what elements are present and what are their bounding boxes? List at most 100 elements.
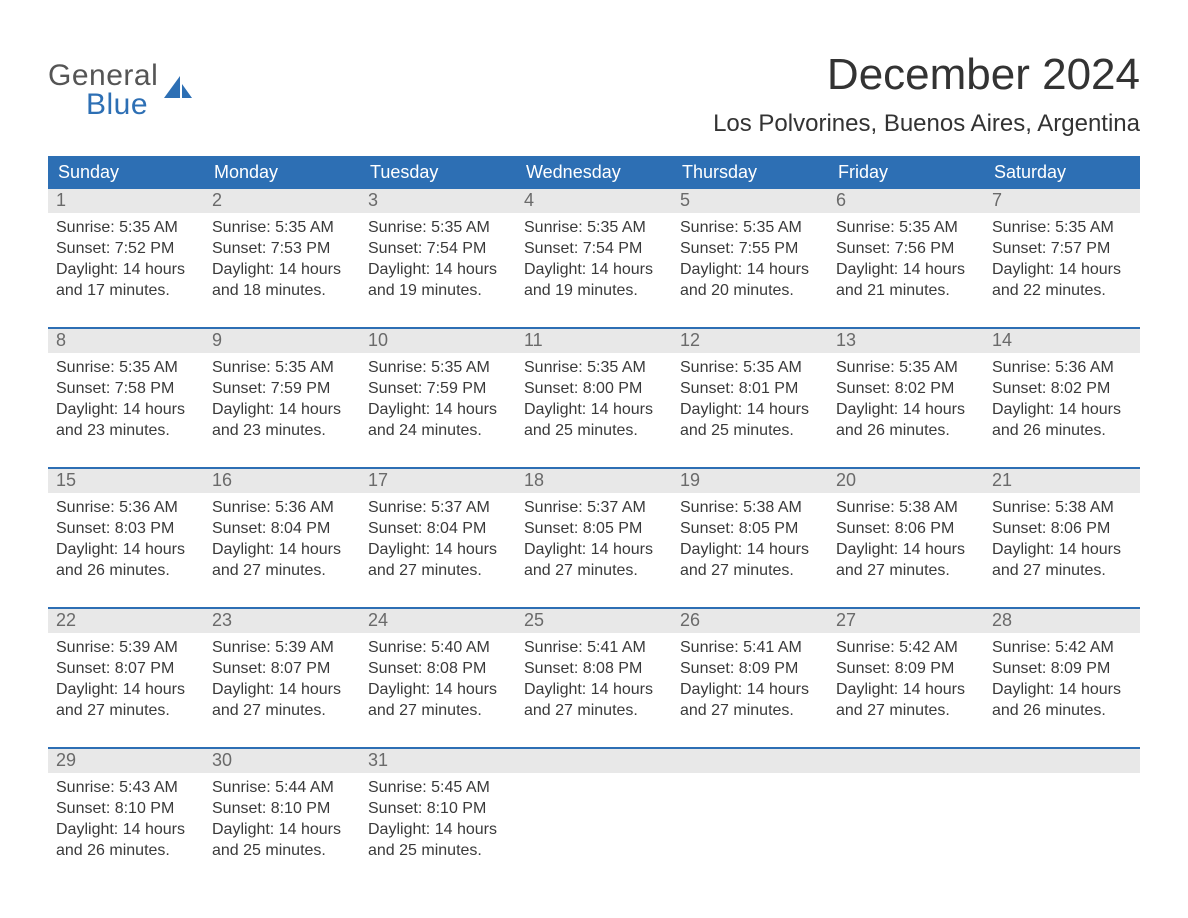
sunset-text: Sunset: 7:55 PM [680, 238, 820, 259]
day-details: Sunrise: 5:37 AMSunset: 8:04 PMDaylight:… [360, 493, 516, 585]
sunset-text: Sunset: 8:08 PM [524, 658, 664, 679]
logo-bottom-text: Blue [48, 91, 158, 120]
calendar-week: 8Sunrise: 5:35 AMSunset: 7:58 PMDaylight… [48, 327, 1140, 449]
day-number: 15 [48, 469, 204, 493]
daylight-text-1: Daylight: 14 hours [524, 259, 664, 280]
calendar-day: 7Sunrise: 5:35 AMSunset: 7:57 PMDaylight… [984, 189, 1140, 309]
sunrise-text: Sunrise: 5:35 AM [680, 217, 820, 238]
calendar-day: 23Sunrise: 5:39 AMSunset: 8:07 PMDayligh… [204, 609, 360, 729]
calendar-day [828, 749, 984, 869]
day-details: Sunrise: 5:35 AMSunset: 7:53 PMDaylight:… [204, 213, 360, 305]
day-details: Sunrise: 5:38 AMSunset: 8:06 PMDaylight:… [828, 493, 984, 585]
day-details: Sunrise: 5:36 AMSunset: 8:04 PMDaylight:… [204, 493, 360, 585]
weekday-header: Saturday [984, 156, 1140, 189]
day-details: Sunrise: 5:35 AMSunset: 7:58 PMDaylight:… [48, 353, 204, 445]
day-details: Sunrise: 5:42 AMSunset: 8:09 PMDaylight:… [984, 633, 1140, 725]
sunset-text: Sunset: 8:04 PM [212, 518, 352, 539]
daylight-text-1: Daylight: 14 hours [212, 679, 352, 700]
day-number: 1 [48, 189, 204, 213]
day-details: Sunrise: 5:43 AMSunset: 8:10 PMDaylight:… [48, 773, 204, 865]
daylight-text-2: and 19 minutes. [524, 280, 664, 301]
calendar-day: 24Sunrise: 5:40 AMSunset: 8:08 PMDayligh… [360, 609, 516, 729]
daylight-text-2: and 25 minutes. [212, 840, 352, 861]
daylight-text-2: and 26 minutes. [992, 700, 1132, 721]
sunrise-text: Sunrise: 5:35 AM [680, 357, 820, 378]
daylight-text-1: Daylight: 14 hours [56, 399, 196, 420]
calendar-day: 13Sunrise: 5:35 AMSunset: 8:02 PMDayligh… [828, 329, 984, 449]
daylight-text-2: and 17 minutes. [56, 280, 196, 301]
sunrise-text: Sunrise: 5:35 AM [212, 217, 352, 238]
daylight-text-1: Daylight: 14 hours [368, 259, 508, 280]
day-number: 6 [828, 189, 984, 213]
daylight-text-1: Daylight: 14 hours [680, 679, 820, 700]
daylight-text-1: Daylight: 14 hours [992, 679, 1132, 700]
daylight-text-1: Daylight: 14 hours [212, 819, 352, 840]
day-details: Sunrise: 5:35 AMSunset: 7:52 PMDaylight:… [48, 213, 204, 305]
calendar-day: 17Sunrise: 5:37 AMSunset: 8:04 PMDayligh… [360, 469, 516, 589]
day-details: Sunrise: 5:41 AMSunset: 8:08 PMDaylight:… [516, 633, 672, 725]
sunrise-text: Sunrise: 5:37 AM [524, 497, 664, 518]
day-details: Sunrise: 5:38 AMSunset: 8:06 PMDaylight:… [984, 493, 1140, 585]
sunset-text: Sunset: 8:09 PM [836, 658, 976, 679]
calendar-day: 28Sunrise: 5:42 AMSunset: 8:09 PMDayligh… [984, 609, 1140, 729]
sunset-text: Sunset: 8:09 PM [680, 658, 820, 679]
daylight-text-1: Daylight: 14 hours [836, 399, 976, 420]
daylight-text-1: Daylight: 14 hours [680, 539, 820, 560]
sunset-text: Sunset: 7:59 PM [212, 378, 352, 399]
daylight-text-1: Daylight: 14 hours [992, 399, 1132, 420]
calendar-day: 25Sunrise: 5:41 AMSunset: 8:08 PMDayligh… [516, 609, 672, 729]
day-number: 26 [672, 609, 828, 633]
day-number: 11 [516, 329, 672, 353]
sunrise-text: Sunrise: 5:38 AM [680, 497, 820, 518]
sunset-text: Sunset: 7:57 PM [992, 238, 1132, 259]
sunset-text: Sunset: 8:07 PM [56, 658, 196, 679]
calendar-day: 1Sunrise: 5:35 AMSunset: 7:52 PMDaylight… [48, 189, 204, 309]
day-details: Sunrise: 5:35 AMSunset: 7:54 PMDaylight:… [516, 213, 672, 305]
day-number: 4 [516, 189, 672, 213]
daylight-text-2: and 22 minutes. [992, 280, 1132, 301]
sunrise-text: Sunrise: 5:42 AM [836, 637, 976, 658]
weekday-header: Sunday [48, 156, 204, 189]
page-header: General Blue December 2024 Los Polvorine… [48, 50, 1140, 138]
calendar-week: 29Sunrise: 5:43 AMSunset: 8:10 PMDayligh… [48, 747, 1140, 869]
daylight-text-1: Daylight: 14 hours [368, 399, 508, 420]
daylight-text-1: Daylight: 14 hours [836, 259, 976, 280]
sunrise-text: Sunrise: 5:40 AM [368, 637, 508, 658]
day-number [672, 749, 828, 773]
daylight-text-2: and 21 minutes. [836, 280, 976, 301]
sunset-text: Sunset: 7:54 PM [524, 238, 664, 259]
sunrise-text: Sunrise: 5:35 AM [212, 357, 352, 378]
day-number: 21 [984, 469, 1140, 493]
month-title: December 2024 [713, 50, 1140, 100]
daylight-text-2: and 27 minutes. [524, 560, 664, 581]
daylight-text-2: and 24 minutes. [368, 420, 508, 441]
day-details: Sunrise: 5:35 AMSunset: 7:56 PMDaylight:… [828, 213, 984, 305]
logo-sail-icon [162, 74, 194, 107]
daylight-text-2: and 25 minutes. [524, 420, 664, 441]
day-details: Sunrise: 5:40 AMSunset: 8:08 PMDaylight:… [360, 633, 516, 725]
calendar-day: 16Sunrise: 5:36 AMSunset: 8:04 PMDayligh… [204, 469, 360, 589]
day-number: 29 [48, 749, 204, 773]
day-number [516, 749, 672, 773]
sunrise-text: Sunrise: 5:36 AM [992, 357, 1132, 378]
daylight-text-1: Daylight: 14 hours [836, 539, 976, 560]
daylight-text-1: Daylight: 14 hours [680, 259, 820, 280]
calendar-day: 3Sunrise: 5:35 AMSunset: 7:54 PMDaylight… [360, 189, 516, 309]
sunrise-text: Sunrise: 5:38 AM [836, 497, 976, 518]
day-number: 28 [984, 609, 1140, 633]
daylight-text-1: Daylight: 14 hours [368, 679, 508, 700]
day-number [828, 749, 984, 773]
day-number: 5 [672, 189, 828, 213]
daylight-text-1: Daylight: 14 hours [368, 819, 508, 840]
weekday-header-row: Sunday Monday Tuesday Wednesday Thursday… [48, 156, 1140, 189]
daylight-text-2: and 27 minutes. [680, 700, 820, 721]
daylight-text-1: Daylight: 14 hours [212, 539, 352, 560]
daylight-text-2: and 27 minutes. [836, 560, 976, 581]
sunset-text: Sunset: 7:59 PM [368, 378, 508, 399]
day-number: 23 [204, 609, 360, 633]
daylight-text-2: and 19 minutes. [368, 280, 508, 301]
day-number: 18 [516, 469, 672, 493]
sunrise-text: Sunrise: 5:41 AM [680, 637, 820, 658]
day-details: Sunrise: 5:35 AMSunset: 7:59 PMDaylight:… [360, 353, 516, 445]
weekday-header: Monday [204, 156, 360, 189]
